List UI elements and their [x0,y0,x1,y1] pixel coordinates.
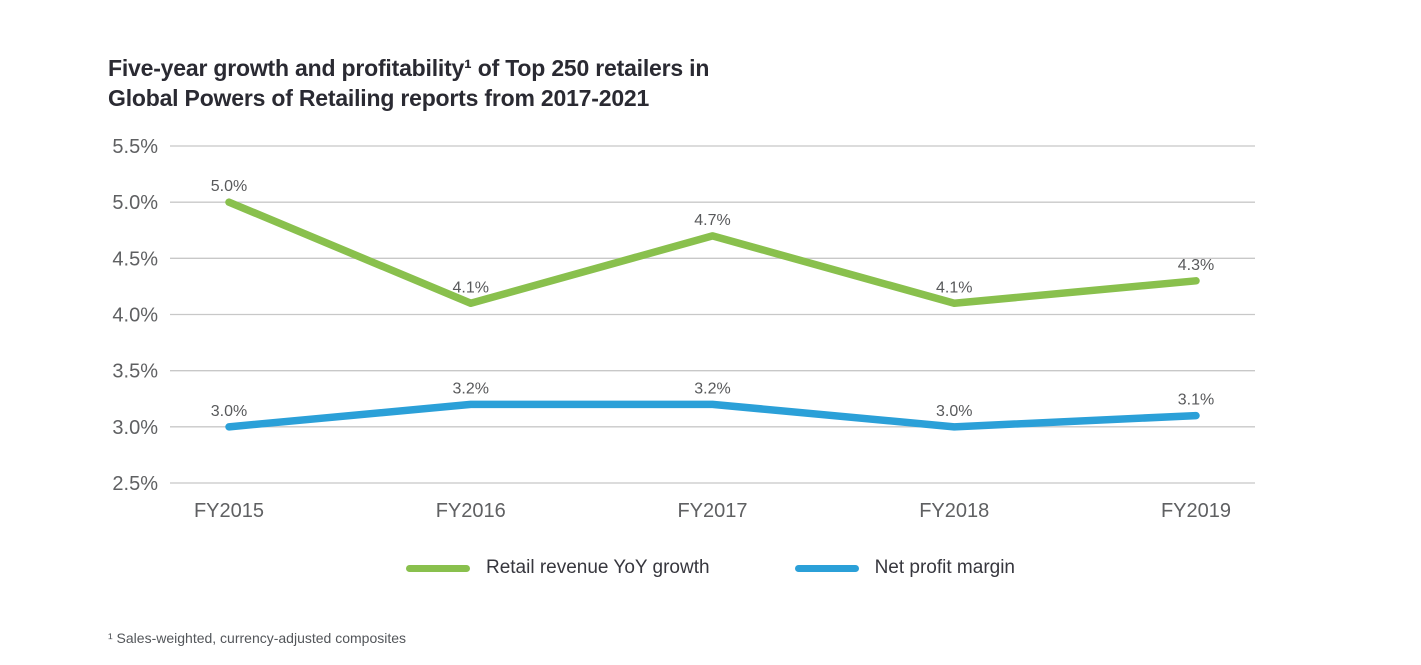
data-label-FY2015-3.0%: 3.0% [211,403,247,420]
data-label-FY2018-3.0%: 3.0% [936,403,972,420]
y-axis-tick-label-2.5%: 2.5% [112,473,158,495]
chart-title: Five-year growth and profitability¹ of T… [108,53,908,113]
y-axis-tick-label-3.5%: 3.5% [112,361,158,383]
y-axis-tick-label-3.0%: 3.0% [112,417,158,439]
x-axis-tick-label-FY2018: FY2018 [919,500,989,522]
legend-label-net-profit-margin: Net profit margin [874,557,1016,578]
legend: Retail revenue YoY growth Net profit mar… [0,557,1421,579]
legend-item-retail-revenue-yoy-growth: Retail revenue YoY growth [405,557,710,579]
data-label-FY2019-4.3%: 4.3% [1178,257,1214,274]
legend-label-retail-revenue-yoy-growth: Retail revenue YoY growth [485,557,710,578]
y-axis-tick-label-4.5%: 4.5% [112,248,158,270]
y-axis-tick-label-4.0%: 4.0% [112,305,158,327]
x-axis-tick-label-FY2019: FY2019 [1161,500,1231,522]
legend-item-net-profit-margin: Net profit margin [794,557,1016,579]
chart-title-line-1: Five-year growth and profitability¹ of T… [108,55,710,81]
data-label-FY2017-3.2%: 3.2% [694,380,730,397]
y-axis-tick-label-5.0%: 5.0% [112,192,158,214]
x-axis-tick-label-FY2016: FY2016 [436,500,506,522]
legend-swatch-blue-line-icon [794,564,859,572]
data-label-FY2019-3.1%: 3.1% [1178,392,1214,409]
data-label-FY2016-4.1%: 4.1% [453,279,489,296]
series-line-retail-revenue-yoy-growth [225,198,1200,308]
data-label-FY2015-5.0%: 5.0% [211,178,247,195]
data-label-FY2017-4.7%: 4.7% [694,212,730,229]
x-axis-tick-label-FY2015: FY2015 [194,500,264,522]
footnote: ¹ Sales-weighted, currency-adjusted comp… [108,630,407,646]
legend-swatch-green-line-icon [405,564,470,572]
chart-title-line-2: Global Powers of Retailing reports from … [108,85,650,111]
data-label-FY2016-3.2%: 3.2% [453,380,489,397]
x-axis-tick-label-FY2017: FY2017 [677,500,747,522]
y-axis-tick-label-5.5%: 5.5% [112,136,158,158]
series-line-net-profit-margin [225,400,1200,431]
data-label-FY2018-4.1%: 4.1% [936,279,972,296]
